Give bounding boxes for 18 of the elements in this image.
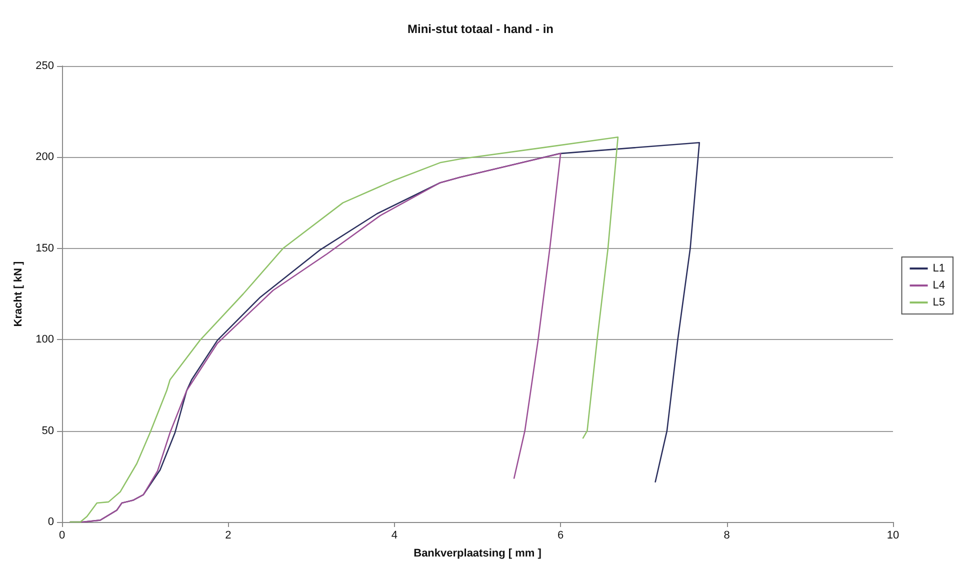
x-tick-label: 0 bbox=[58, 530, 66, 542]
x-tick-label: 2 bbox=[225, 530, 232, 542]
legend-label: L4 bbox=[932, 280, 946, 292]
y-tick-label: 50 bbox=[42, 424, 54, 437]
y-tick-label: 0 bbox=[48, 516, 54, 528]
y-tick-label: 100 bbox=[36, 334, 54, 346]
y-tick-label: 200 bbox=[36, 151, 54, 164]
x-tick-label: 10 bbox=[886, 530, 900, 542]
x-axis-title: Bankverplaatsing [ mm ] bbox=[414, 548, 542, 560]
x-tick-label: 4 bbox=[391, 530, 398, 542]
legend-label: L5 bbox=[932, 296, 946, 308]
x-tick-label: 6 bbox=[558, 530, 564, 542]
chart-title: Mini-stut totaal - hand - in bbox=[408, 22, 554, 36]
y-tick-label: 250 bbox=[36, 60, 54, 72]
x-tick-label: 8 bbox=[724, 530, 730, 542]
y-axis-title: Kracht [ kN ] bbox=[12, 260, 24, 327]
legend-label: L1 bbox=[932, 262, 946, 274]
y-tick-label: 150 bbox=[36, 242, 54, 254]
